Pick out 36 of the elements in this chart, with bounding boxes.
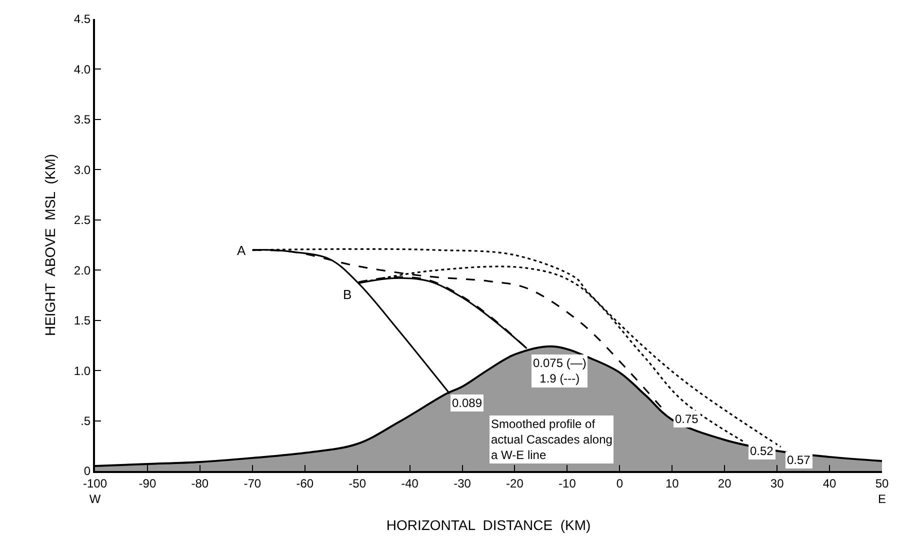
x-tick-label: -60 — [296, 476, 314, 490]
x-tick-label: -100 W — [82, 476, 108, 506]
y-tick-label: 3.0 — [74, 162, 91, 177]
x-tick-label: 40 — [822, 476, 837, 490]
x-tick-label: 50 E — [875, 476, 889, 506]
x-tick-label: -90 — [138, 476, 156, 490]
annotation: 0.75 — [675, 412, 699, 426]
x-tick-label: -80 — [191, 476, 209, 490]
y-tick-label: 3.5 — [74, 112, 91, 127]
x-tick-label: -50 — [348, 476, 366, 490]
y-tick-label: 1.5 — [74, 314, 91, 328]
annotation: 0.57 — [787, 453, 811, 467]
x-tick-label: -20 — [506, 476, 524, 490]
annotation: B — [343, 287, 352, 302]
x-tick-label: 30 — [770, 476, 784, 490]
x-tick-label: 10 — [665, 476, 680, 490]
annotation: 0.52 — [750, 444, 774, 458]
annotation: 0.089 — [452, 396, 482, 410]
y-tick-label: 4.0 — [74, 62, 91, 76]
x-tick-label: 0 — [616, 476, 624, 490]
x-tick-label: -30 — [454, 476, 472, 490]
y-tick-label: 4.5 — [74, 12, 91, 26]
x-tick-label: -70 — [244, 476, 262, 490]
annotation: 0.075 (—) 1.9 (---) — [533, 356, 586, 386]
x-tick-label: 20 — [718, 476, 732, 490]
y-tick-label: 2.0 — [74, 263, 91, 278]
y-tick-label: .5 — [80, 414, 91, 428]
x-axis-title: HORIZONTAL DISTANCE (KM) — [386, 516, 591, 533]
x-tick-label: -10 — [558, 476, 576, 490]
y-axis-title: HEIGHT ABOVE MSL (KM) — [42, 154, 58, 336]
y-tick-label: 2.5 — [74, 213, 91, 228]
annotation: Smoothed profile of actual Cascades along a W-E line — [491, 417, 612, 462]
x-tick-label: -40 — [401, 476, 419, 490]
y-tick-label: 1.0 — [74, 364, 91, 378]
annotation: A — [237, 243, 246, 258]
y-tick-label: 0 — [84, 464, 91, 478]
